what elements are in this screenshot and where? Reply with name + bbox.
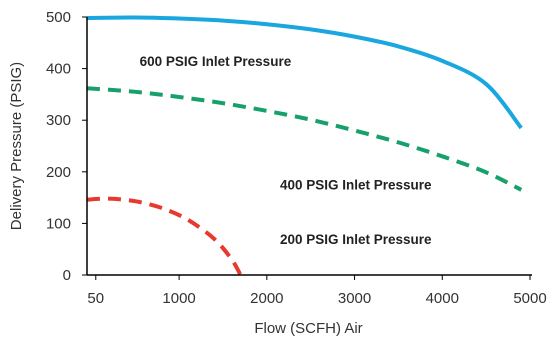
series-label-2: 400 PSIG Inlet Pressure bbox=[280, 178, 432, 193]
x-tick-label: 5000 bbox=[513, 290, 546, 307]
y-tick-label: 200 bbox=[46, 164, 71, 181]
y-tick-label: 400 bbox=[46, 61, 71, 78]
x-axis-ticks: 50 1000 2000 3000 4000 5000 bbox=[87, 275, 547, 307]
series-line-1 bbox=[86, 15, 523, 130]
series-line-3 bbox=[86, 196, 243, 276]
x-tick-label: 3000 bbox=[338, 290, 371, 307]
series-labels: 600 PSIG Inlet Pressure 400 PSIG Inlet Pr… bbox=[140, 54, 432, 247]
series-label-3: 200 PSIG Inlet Pressure bbox=[280, 232, 432, 247]
series-line-2 bbox=[86, 86, 523, 192]
x-tick-label: 4000 bbox=[426, 290, 459, 307]
x-tick-label: 2000 bbox=[250, 290, 283, 307]
series-label-1: 600 PSIG Inlet Pressure bbox=[140, 54, 292, 69]
y-axis-title: Delivery Pressure (PSIG) bbox=[8, 62, 25, 230]
x-tick-label: 50 bbox=[87, 290, 104, 307]
y-tick-label: 100 bbox=[46, 215, 71, 232]
series-layer bbox=[86, 15, 523, 276]
y-axis-ticks: 0 100 200 300 400 500 bbox=[46, 9, 87, 284]
y-tick-label: 300 bbox=[46, 112, 71, 129]
x-axis-title: Flow (SCFH) Air bbox=[254, 320, 362, 337]
y-tick-label: 500 bbox=[46, 9, 71, 26]
x-tick-label: 1000 bbox=[162, 290, 195, 307]
y-tick-label: 0 bbox=[63, 267, 71, 284]
